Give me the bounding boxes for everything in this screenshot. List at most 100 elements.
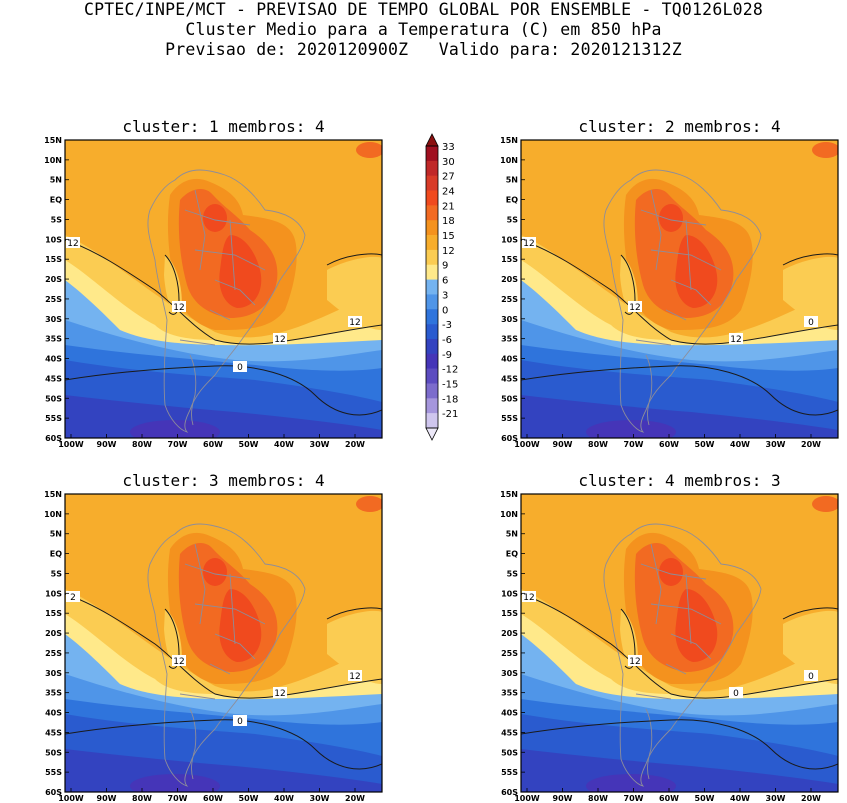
contour-label: 12 [628,301,642,313]
svg-text:12: 12 [173,657,184,667]
contour-label: 12 [273,687,287,699]
colorbar-level-label: 27 [442,172,455,183]
lon-tick-label: 100W [514,794,540,803]
colorbar-level-label: 6 [442,276,448,287]
lon-tick-label: 80W [132,440,152,449]
contour-lines [65,593,382,770]
contour-lines [65,239,382,416]
lat-tick-label: 50S [45,394,62,403]
colorbar-swatch [426,398,438,414]
panel-cluster-2: 12 12 12 0 15N 10N 5N EQ 5S 10S 15S 20S 25S 30S 35S 40S… [500,117,839,449]
colorbar-level-label: -9 [442,350,452,361]
lon-tick-label: 90W [97,440,117,449]
lat-tick-label: 30S [501,315,518,324]
colorbar-level-label: -12 [442,365,458,376]
contour-label: 12 [729,333,743,345]
lat-tick-label: 30S [45,669,62,678]
lon-tick-label: 70W [168,440,188,449]
lat-tick-label: 5S [51,569,63,578]
lon-tick-label: 70W [168,794,188,803]
lon-tick-label: 40W [730,794,750,803]
panel-title: cluster: 4 membros: 3 [578,471,780,490]
lat-tick-label: 15N [500,136,518,145]
colorbar-level-label: 24 [442,187,455,198]
lon-tick-label: 50W [239,794,259,803]
lat-tick-label: 45S [45,728,62,737]
lon-tick-label: 40W [274,794,294,803]
lon-tick-label: 100W [58,440,84,449]
lon-tick-label: 50W [695,440,715,449]
colorbar-level-label: -6 [442,335,452,346]
coastline-outline [603,169,762,433]
contour-label: 12 [522,591,536,603]
colorbar-swatch [426,309,438,325]
contour-label: 12 [273,333,287,345]
lat-tick-label: 25S [45,649,62,658]
lat-tick-label: 55S [501,768,518,777]
lon-tick-label: 70W [624,794,644,803]
contour-label: 12 [172,301,186,313]
lat-tick-label: 20S [501,275,518,284]
lon-tick-label: 30W [310,794,330,803]
lat-tick-label: 35S [45,335,62,344]
lon-tick-label: 100W [58,794,84,803]
svg-text:0: 0 [237,363,243,373]
figure-header: CPTEC/INPE/MCT - PREVISAO DE TEMPO GLOBA… [0,0,847,60]
lat-tick-label: 50S [501,394,518,403]
colorbar-swatch [426,324,438,340]
lat-tick-label: 5N [506,530,518,539]
colorbar-swatch [426,264,438,280]
lat-tick-label: 30S [501,669,518,678]
lon-tick-label: 90W [553,794,573,803]
svg-text:12: 12 [67,239,78,249]
colorbar-swatch [426,249,438,266]
panel-title: cluster: 2 membros: 4 [578,117,780,136]
colorbar-level-label: 18 [442,216,455,227]
lon-tick-label: 30W [310,440,330,449]
colorbar-swatch [426,353,438,369]
svg-text:12: 12 [173,303,184,313]
lat-tick-label: 55S [45,768,62,777]
lat-tick-label: 15S [501,609,518,618]
lon-tick-label: 90W [553,440,573,449]
lon-tick-label: 20W [345,440,365,449]
contour-label: 0 [233,715,247,727]
lon-tick-label: 70W [624,440,644,449]
lat-tick-label: 35S [501,335,518,344]
lat-tick-label: 15S [501,255,518,264]
lon-tick-label: 40W [274,440,294,449]
colorbar-swatch [426,146,438,162]
svg-text:2: 2 [70,593,76,603]
lat-tick-label: 50S [501,748,518,757]
svg-text:12: 12 [629,657,640,667]
lat-tick-label: 20S [45,275,62,284]
lat-tick-label: 60S [45,788,62,797]
colorbar-level-label: 21 [442,201,455,212]
svg-text:12: 12 [629,303,640,313]
lat-tick-label: 15N [44,136,62,145]
lat-tick-label: 10S [45,235,62,244]
colorbar-swatch [426,338,438,355]
lat-tick-label: EQ [50,196,62,205]
colorbar-swatch [426,175,438,191]
lon-tick-label: 50W [239,440,259,449]
lat-tick-label: 10S [501,589,518,598]
lat-tick-label: 15N [500,490,518,499]
lat-tick-label: 5N [506,176,518,185]
coastline-outline [147,523,306,787]
colorbar-swatch [426,279,438,295]
panel-cluster-4: 12 12 0 0 15N 10N 5N EQ 5S 10S 15S 20S 25S 30S 35S 40S 4… [500,471,839,803]
lat-tick-label: 25S [501,295,518,304]
lon-tick-label: 20W [345,794,365,803]
colorbar-swatch [426,220,438,236]
colorbar-level-label: 12 [442,246,455,257]
colorbar-level-label: -15 [442,379,458,390]
colorbar-swatch [426,160,438,176]
panel-frame [520,493,839,793]
lat-tick-label: 35S [501,689,518,698]
colorbar-level-label: 9 [442,261,448,272]
colorbar-level-label: -3 [442,320,452,331]
panel-frame [64,493,383,793]
lat-tick-label: 10N [44,156,62,165]
